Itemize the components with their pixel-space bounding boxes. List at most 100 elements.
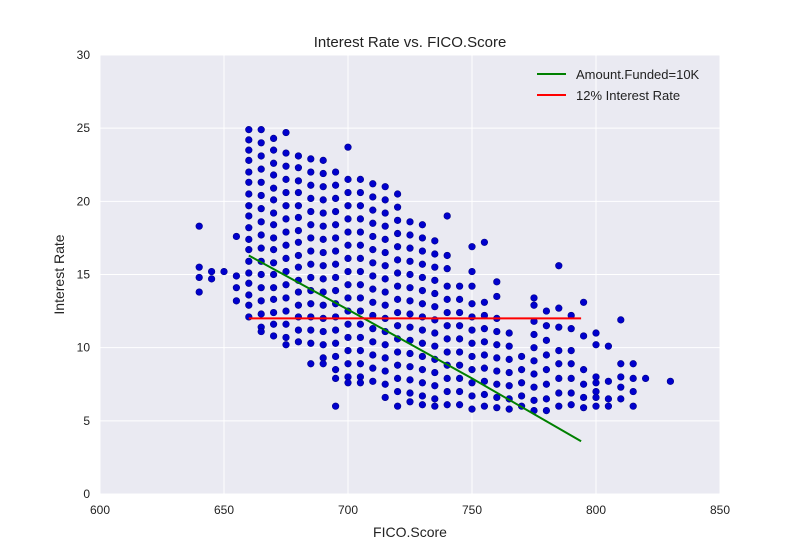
data-point (356, 379, 365, 387)
data-point (245, 257, 253, 265)
data-point (257, 297, 265, 305)
data-point (394, 203, 402, 211)
data-point (344, 267, 352, 276)
data-point (294, 177, 303, 185)
data-point (468, 326, 476, 334)
data-point (555, 374, 563, 382)
data-point (394, 269, 402, 277)
data-point (356, 294, 365, 302)
scatter-points (195, 126, 675, 415)
data-point (307, 221, 315, 229)
data-point (195, 222, 203, 230)
data-point (344, 360, 352, 368)
data-point (431, 342, 439, 350)
data-point (517, 392, 526, 400)
data-point (456, 308, 464, 317)
data-point (232, 232, 240, 241)
data-point (418, 401, 427, 409)
y-tick-label: 0 (83, 487, 90, 501)
data-point (530, 301, 538, 309)
data-point (443, 212, 451, 220)
data-point (480, 364, 489, 372)
data-point (493, 404, 501, 412)
data-point (294, 251, 303, 260)
data-point (468, 243, 476, 251)
data-point (418, 339, 427, 347)
data-point (319, 209, 327, 217)
data-point (493, 380, 501, 388)
data-point (257, 126, 265, 134)
data-point (356, 307, 365, 315)
data-point (270, 134, 278, 143)
data-point (443, 387, 451, 396)
data-point (629, 402, 637, 410)
data-point (332, 339, 340, 347)
data-point (468, 339, 476, 347)
data-point (307, 326, 315, 334)
data-point (344, 333, 352, 342)
data-point (319, 275, 327, 283)
data-point (319, 169, 327, 178)
data-point (270, 196, 278, 204)
data-point (294, 202, 303, 210)
data-point (356, 360, 365, 368)
data-point (542, 380, 551, 388)
data-point (480, 298, 489, 306)
data-point (431, 329, 439, 337)
data-point (542, 307, 551, 315)
data-point (245, 301, 253, 309)
data-point (394, 243, 402, 251)
data-point (344, 241, 352, 249)
data-point (604, 395, 613, 403)
data-point (381, 262, 389, 270)
data-point (493, 341, 501, 349)
data-point (431, 382, 439, 390)
data-point (381, 301, 389, 309)
data-point (294, 288, 303, 296)
data-point (443, 282, 451, 290)
data-point (369, 193, 377, 201)
data-point (381, 183, 389, 191)
data-point (418, 247, 427, 255)
data-point (592, 393, 600, 402)
data-point (369, 232, 377, 241)
data-point (257, 152, 265, 160)
data-point (282, 149, 290, 157)
data-point (555, 402, 563, 410)
data-point (456, 361, 464, 369)
data-point (282, 320, 290, 328)
data-point (418, 286, 427, 295)
data-point (493, 327, 501, 336)
data-point (307, 273, 315, 282)
data-point (344, 188, 352, 197)
data-point (555, 346, 563, 355)
data-point (394, 282, 402, 290)
data-point (332, 366, 340, 374)
data-point (431, 303, 439, 311)
data-point (418, 221, 427, 229)
x-tick-label: 800 (586, 503, 606, 517)
data-point (443, 308, 451, 317)
data-point (282, 307, 290, 315)
data-point (468, 366, 476, 374)
data-point (418, 366, 427, 374)
data-point (406, 310, 414, 318)
data-point (456, 401, 464, 409)
data-point (369, 285, 377, 293)
y-tick-label: 10 (77, 341, 91, 355)
data-point (294, 164, 303, 172)
data-point (270, 320, 278, 328)
data-point (270, 259, 278, 267)
data-point (468, 405, 476, 413)
data-point (579, 366, 588, 374)
data-point (319, 196, 327, 204)
data-point (332, 402, 340, 410)
data-point (319, 341, 327, 349)
data-point (480, 351, 489, 359)
data-point (356, 228, 365, 236)
data-point (356, 320, 365, 328)
data-point (245, 190, 253, 198)
data-point (381, 209, 389, 217)
y-tick-label: 25 (77, 121, 91, 135)
data-point (456, 322, 464, 330)
